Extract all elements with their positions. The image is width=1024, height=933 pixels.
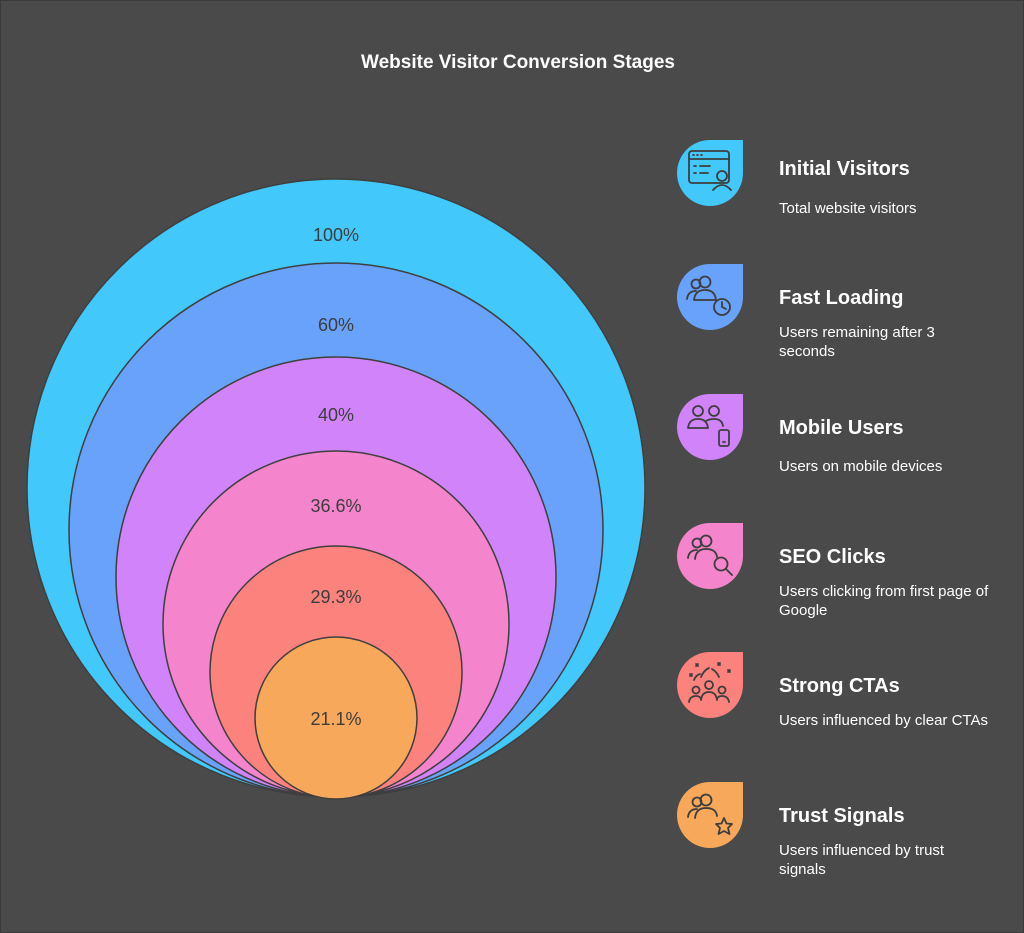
- ring-label: 100%: [313, 225, 359, 245]
- stage-name: Initial Visitors: [779, 158, 910, 180]
- browser-user-icon: [677, 140, 743, 206]
- ring-trust-signals: 21.1%: [254, 636, 418, 800]
- stage-description: Total website visitors: [779, 200, 917, 217]
- users-mobile-icon: [677, 394, 743, 460]
- stage-description: Users influenced by clear CTAs: [779, 712, 988, 729]
- stage-name: Strong CTAs: [779, 675, 900, 697]
- diagram-title: Website Visitor Conversion Stages: [361, 52, 675, 73]
- stage-name: Trust Signals: [779, 805, 905, 827]
- stage-description: Users clicking from first page of Google: [779, 583, 989, 619]
- stage-name: Fast Loading: [779, 287, 904, 309]
- stage-description: Users on mobile devices: [779, 458, 943, 475]
- users-star-icon: [677, 782, 743, 848]
- users-clock-icon: [677, 264, 743, 330]
- stage-description: Users influenced by trust signals: [779, 842, 945, 878]
- crowd-celebration-icon: [677, 652, 743, 718]
- ring-label: 21.1%: [310, 709, 361, 729]
- stage-name: SEO Clicks: [779, 546, 886, 568]
- stage-description: Users remaining after 3 seconds: [779, 324, 935, 360]
- ring-label: 29.3%: [310, 587, 361, 607]
- ring-circle: [254, 636, 418, 800]
- ring-label: 36.6%: [310, 496, 361, 516]
- stage-name: Mobile Users: [779, 417, 904, 439]
- ring-label: 40%: [318, 405, 354, 425]
- users-search-icon: [677, 523, 743, 589]
- ring-label: 60%: [318, 315, 354, 335]
